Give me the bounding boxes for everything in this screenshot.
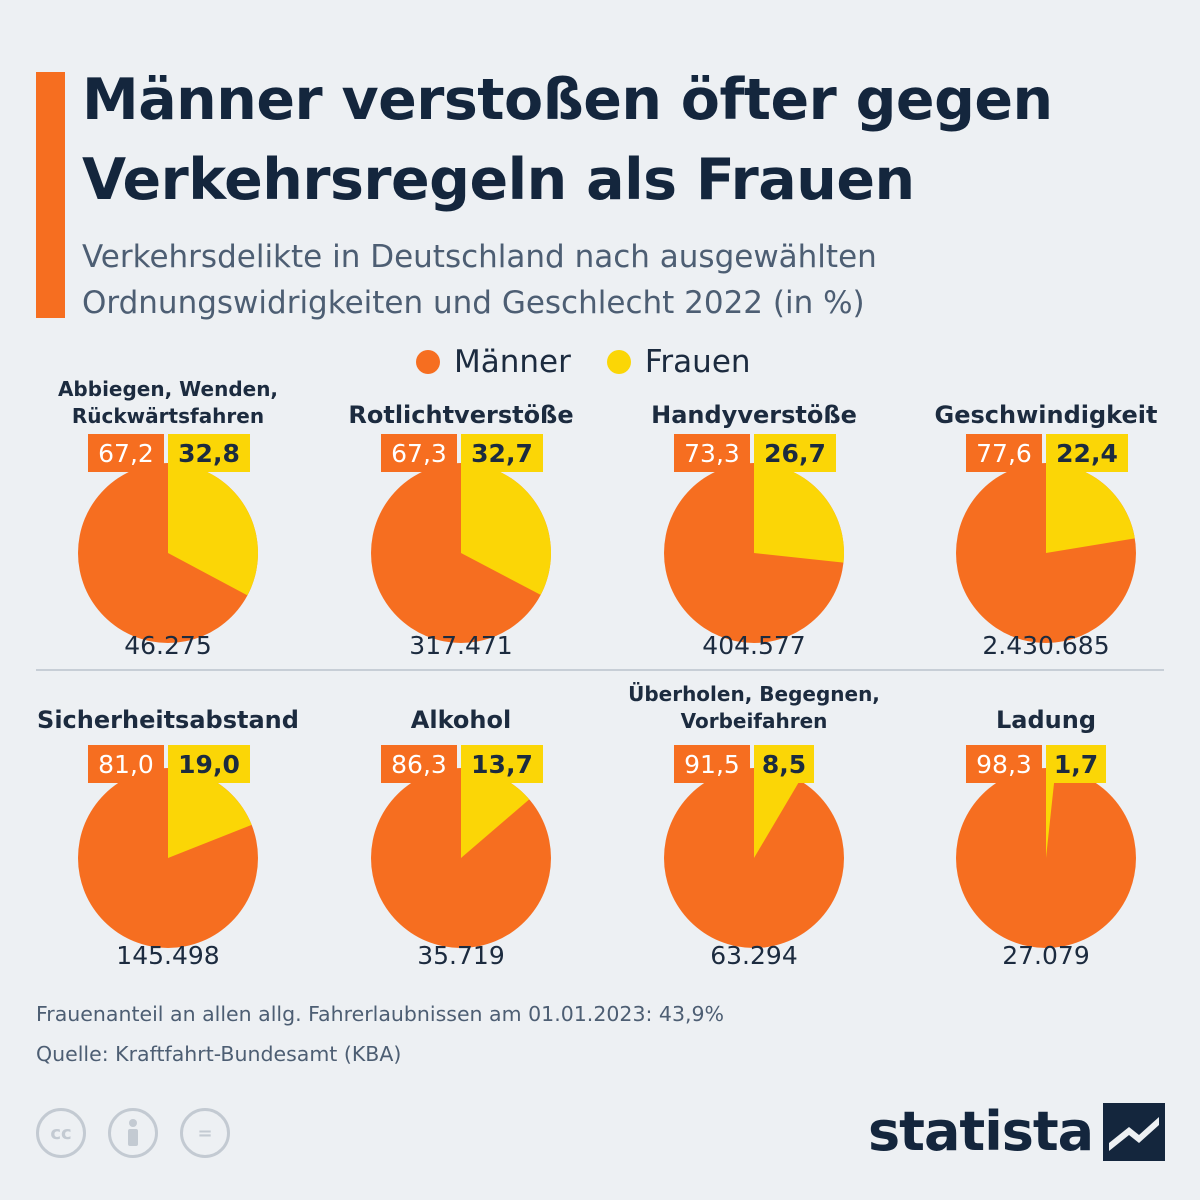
nd-icon-text: =	[197, 1122, 213, 1144]
person-glyph	[128, 1119, 138, 1146]
pie-title-1-line-0: Rotlichtverstöße	[348, 401, 573, 429]
value-label-bg-men-0	[88, 434, 164, 472]
no-derivatives-icon[interactable]: =	[180, 1108, 230, 1158]
value-label-men-0: 67,2	[98, 439, 154, 468]
row-divider	[36, 669, 1164, 671]
value-label-bg-women-0	[168, 434, 250, 472]
pie-charts-grid: Abbiegen, Wenden, Rückwärtsfahren 67,2 32,8…	[37, 377, 1158, 970]
legend-label-women: Frauen	[644, 344, 751, 380]
total-count-4: 145.498	[116, 941, 219, 970]
legend-item-men: Männer	[416, 344, 571, 380]
value-label-women-2: 26,7	[764, 439, 826, 468]
pie-title-7-line-0: Ladung	[996, 706, 1096, 734]
pie-title-0-line-1: Rückwärtsfahren	[72, 404, 264, 428]
legend-label-men: Männer	[454, 344, 571, 380]
page-title: Männer verstoßen öfter gegen Verkehrsreg…	[82, 60, 1182, 220]
subtitle-line-2: Ordnungswidrigkeiten und Geschlecht 2022…	[82, 285, 865, 321]
value-label-bg-men-4	[88, 745, 164, 783]
cc-icon-text: cc	[50, 1122, 72, 1144]
value-label-men-3: 77,6	[976, 439, 1032, 468]
value-label-bg-women-2	[754, 434, 836, 472]
value-label-bg-men-7	[966, 745, 1042, 783]
total-count-2: 404.577	[702, 631, 805, 660]
value-label-men-1: 67,3	[391, 439, 447, 468]
value-label-women-0: 32,8	[178, 439, 240, 468]
subtitle: Verkehrsdelikte in Deutschland nach ausg…	[82, 234, 1172, 326]
statista-brand[interactable]: statista	[868, 1100, 1166, 1164]
pie-title-0-line-0: Abbiegen, Wenden,	[58, 377, 278, 401]
value-label-bg-men-2	[674, 434, 750, 472]
value-label-bg-men-1	[381, 434, 457, 472]
value-label-bg-women-3	[1046, 434, 1128, 472]
pie-slice-women-2	[754, 463, 845, 563]
total-count-7: 27.079	[1002, 941, 1089, 970]
value-label-men-2: 73,3	[684, 439, 740, 468]
title-line-2: Verkehrsregeln als Frauen	[82, 147, 915, 213]
total-count-3: 2.430.685	[982, 631, 1109, 660]
value-label-bg-men-3	[966, 434, 1042, 472]
total-count-6: 63.294	[710, 941, 797, 970]
pie-slice-women-6	[754, 768, 800, 858]
statista-logo-icon	[1103, 1103, 1166, 1161]
value-label-bg-women-7	[1046, 745, 1106, 783]
total-count-5: 35.719	[417, 941, 504, 970]
brand-wordmark: statista	[868, 1100, 1094, 1163]
legend-item-women: Frauen	[606, 344, 751, 380]
license-icons: cc =	[36, 1108, 252, 1158]
pie-title-6-line-1: Vorbeifahren	[681, 709, 828, 733]
legend-swatch-women	[606, 350, 631, 374]
pie-slice-women-7	[1046, 768, 1056, 858]
footnote: Frauenanteil an allen allg. Fahrerlaubni…	[36, 1002, 725, 1026]
title-line-1: Männer verstoßen öfter gegen	[82, 67, 1053, 133]
cc-icon[interactable]: cc	[36, 1108, 86, 1158]
value-label-women-7: 1,7	[1054, 750, 1098, 779]
value-label-bg-women-1	[461, 434, 543, 472]
pie-slice-women-1	[461, 463, 551, 595]
value-label-men-6: 91,5	[684, 750, 740, 779]
value-label-women-1: 32,7	[471, 439, 533, 468]
legend: Männer Frauen	[416, 344, 787, 380]
pie-title-2-line-0: Handyverstöße	[651, 401, 857, 429]
attribution-icon[interactable]	[108, 1108, 158, 1158]
value-label-men-4: 81,0	[98, 750, 154, 779]
title-accent-bar	[36, 72, 65, 318]
pie-title-4-line-0: Sicherheitsabstand	[37, 706, 299, 734]
pie-slice-women-3	[1046, 463, 1135, 553]
pie-title-3-line-0: Geschwindigkeit	[935, 401, 1158, 429]
value-label-men-7: 98,3	[976, 750, 1032, 779]
pie-slice-women-0	[168, 463, 259, 596]
value-label-women-6: 8,5	[762, 750, 806, 779]
legend-swatch-men	[416, 350, 440, 374]
total-count-1: 317.471	[409, 631, 512, 660]
value-label-bg-men-6	[674, 745, 750, 783]
value-label-bg-women-4	[168, 745, 250, 783]
value-label-women-4: 19,0	[178, 750, 240, 779]
pie-slice-women-4	[168, 768, 252, 858]
pie-title-5-line-0: Alkohol	[411, 706, 511, 734]
value-label-bg-women-5	[461, 745, 543, 783]
value-label-women-5: 13,7	[471, 750, 533, 779]
total-count-0: 46.275	[124, 631, 211, 660]
value-label-men-5: 86,3	[391, 750, 447, 779]
subtitle-line-1: Verkehrsdelikte in Deutschland nach ausg…	[82, 239, 877, 275]
source-note: Quelle: Kraftfahrt-Bundesamt (KBA)	[36, 1042, 402, 1066]
pie-title-6-line-0: Überholen, Begegnen,	[628, 682, 880, 706]
value-label-bg-men-5	[381, 745, 457, 783]
value-label-bg-women-6	[754, 745, 814, 783]
value-label-women-3: 22,4	[1056, 439, 1118, 468]
pie-slice-women-5	[461, 768, 530, 858]
